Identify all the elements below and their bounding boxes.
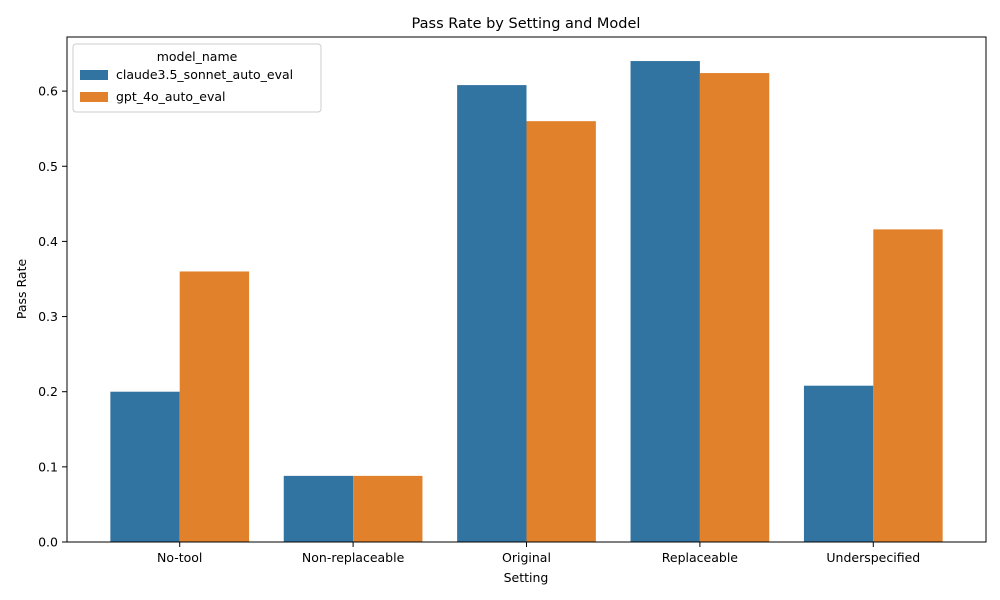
y-axis-label: Pass Rate <box>14 259 29 320</box>
y-tick-label: 0.3 <box>38 309 58 324</box>
bar-series-2-original <box>526 121 596 543</box>
y-tick-label: 0.1 <box>38 459 58 474</box>
x-axis: No-tool Non-replaceable Original Replaceabl… <box>157 542 920 565</box>
legend: model_name claude3.5_sonnet_auto_eval gp… <box>72 43 322 113</box>
x-tick-label: No-tool <box>157 550 202 565</box>
bar-series-1-no-tool <box>110 391 180 542</box>
legend-title: model_name <box>157 49 238 64</box>
y-tick-label: 0.5 <box>38 159 58 174</box>
bar-series-2-underspecified <box>873 229 943 542</box>
y-tick-label: 0.2 <box>38 384 58 399</box>
bar-series-1-replaceable <box>630 61 700 543</box>
bars-group <box>110 61 943 543</box>
bar-series-1-original <box>457 85 527 542</box>
bar-series-2-non-replaceable <box>353 475 423 542</box>
y-tick-label: 0.6 <box>38 84 58 99</box>
x-tick-label: Underspecified <box>826 550 920 565</box>
legend-swatch-series-1 <box>80 70 108 80</box>
bar-series-2-replaceable <box>699 73 770 543</box>
chart-title: Pass Rate by Setting and Model <box>412 16 641 32</box>
plot-frame <box>66 36 987 543</box>
y-tick-label: 0.0 <box>38 535 58 550</box>
x-tick-label: Replaceable <box>662 550 739 565</box>
y-tick-label: 0.4 <box>38 234 58 249</box>
x-tick-label: Non-replaceable <box>302 550 405 565</box>
legend-box <box>72 43 322 113</box>
legend-swatch-series-2 <box>80 92 108 102</box>
x-axis-label: Setting <box>504 570 549 585</box>
bar-series-1-non-replaceable <box>283 475 354 542</box>
y-axis: 0.0 0.1 0.2 0.3 0.4 0.5 0.6 <box>38 84 67 550</box>
bar-series-2-no-tool <box>179 271 250 542</box>
legend-label-series-2: gpt_4o_auto_eval <box>116 89 225 104</box>
bar-series-1-underspecified <box>803 385 874 542</box>
legend-label-series-1: claude3.5_sonnet_auto_eval <box>116 67 293 82</box>
x-tick-label: Original <box>502 550 551 565</box>
